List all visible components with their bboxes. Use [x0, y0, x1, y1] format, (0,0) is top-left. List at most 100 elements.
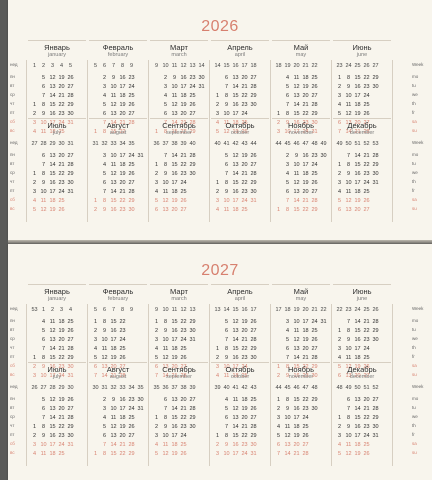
week-number: 51	[354, 141, 361, 147]
week-number: 44	[275, 141, 282, 147]
weekday-label: sa	[412, 197, 417, 202]
week-number: 53	[31, 307, 38, 313]
day-cell: 24	[128, 406, 135, 412]
weekday-labels-left: нед пн вт ср чт пт сб вс	[10, 40, 26, 144]
day-cell: 10	[162, 337, 169, 343]
day-cell: 23	[241, 442, 248, 448]
day-grid: 1 2 3 4 5 6 7 8 9 10 11 12 13 14 15 16 17 18 19 20 21 22 23 24 2…	[333, 319, 391, 383]
day-cell: 16	[354, 84, 361, 90]
week-number: 43	[241, 141, 248, 147]
day-cell: 6	[154, 207, 159, 213]
column-divider	[270, 60, 271, 144]
weekday-label: вт	[10, 327, 15, 332]
day-cell: 3	[215, 451, 220, 457]
day-cell: 7	[337, 129, 342, 135]
day-cell: 3	[285, 319, 290, 325]
week-number: 43	[250, 385, 257, 391]
day-cell: 3	[102, 153, 107, 159]
week-numbers: 36 37 38 39 40	[150, 141, 208, 151]
weekday-label: чт	[10, 345, 15, 350]
day-cell: 12	[162, 355, 169, 361]
day-cell: 1	[93, 451, 98, 457]
week-number: 40	[214, 141, 221, 147]
day-cell: 25	[311, 171, 318, 177]
day-cell: 16	[354, 337, 361, 343]
day-cell: 11	[40, 129, 47, 135]
day-cell: 10	[223, 111, 230, 117]
day-cell: 4	[337, 442, 342, 448]
day-cell: 6	[224, 328, 229, 334]
week-number: 46	[293, 385, 300, 391]
month-name: Сентябрь	[162, 365, 196, 374]
week-number: 32	[110, 385, 117, 391]
day-cell: 26	[189, 102, 196, 108]
day-cell: 15	[110, 129, 117, 135]
weekday-label: we	[412, 92, 418, 97]
week-number: 12	[180, 307, 187, 313]
day-cell: 9	[346, 424, 351, 430]
day-cell: 3	[215, 198, 220, 204]
day-cell: 28	[372, 153, 379, 159]
day-cell: 15	[354, 75, 361, 81]
day-cell: 11	[223, 207, 230, 213]
day-cell: 20	[293, 442, 300, 448]
day-cell: 11	[110, 415, 117, 421]
month-name: Февраль	[102, 43, 134, 52]
week-number: 23	[336, 63, 343, 69]
day-cell: 23	[58, 180, 65, 186]
day-cell: 24	[363, 93, 370, 99]
weekday-labels-right: Week mo tu we th fr sa su	[412, 40, 428, 144]
day-cell: 22	[363, 162, 370, 168]
day-cell: 28	[128, 120, 135, 126]
day-cell: 15	[171, 415, 178, 421]
day-cell: 28	[372, 406, 379, 412]
day-cell: 28	[119, 373, 126, 379]
day-cell: 12	[171, 102, 178, 108]
day-cell: 12	[232, 153, 239, 159]
day-cell: 10	[110, 406, 117, 412]
week-number: 26	[363, 63, 370, 69]
day-cell: 29	[189, 129, 196, 135]
day-cell: 28	[250, 84, 257, 90]
week-number: 4	[59, 63, 64, 69]
day-cell: 8	[163, 415, 168, 421]
day-cell: 17	[119, 153, 126, 159]
day-cell: 2	[215, 442, 220, 448]
day-cell: 18	[110, 346, 117, 352]
day-cell: 22	[241, 433, 248, 439]
day-cell: 5	[337, 111, 342, 117]
column-divider	[331, 138, 332, 222]
day-cell: 20	[110, 364, 117, 370]
week-number: 39	[189, 385, 196, 391]
day-cell: 6	[337, 373, 342, 379]
column-divider	[87, 60, 88, 144]
month-block: Июль july 26 27 28 29 30 1 2 3 4 5 6 7 8 9 10 11 12 13 14 15 1…	[28, 362, 86, 467]
column-divider	[148, 382, 149, 466]
day-cell: 28	[67, 415, 74, 421]
day-cell: 15	[49, 102, 56, 108]
month-name: Апрель	[227, 43, 253, 52]
week-number: 49	[345, 385, 352, 391]
week-label: Week	[412, 306, 424, 311]
day-cell: 16	[119, 397, 126, 403]
day-cell: 23	[241, 355, 248, 361]
week-number: 4	[68, 307, 73, 313]
week-number: 11	[171, 307, 178, 313]
day-cell: 5	[224, 406, 229, 412]
week-number: 31	[67, 141, 74, 147]
day-cell: 6	[93, 364, 98, 370]
day-cell: 7	[285, 102, 290, 108]
weekday-label: ср	[10, 336, 15, 341]
day-cell: 13	[49, 153, 56, 159]
day-cell: 4	[93, 346, 98, 352]
week-number: 24	[354, 307, 361, 313]
week-number: 34	[128, 385, 135, 391]
day-cell: 2	[276, 120, 281, 126]
day-grid: 1 2 3 4 5 6 7 8 9 10 11 12 13 14 15 16 17 18 19 20 21 22 23 24 2…	[150, 397, 208, 461]
weekday-label: пн	[10, 396, 15, 401]
day-cell: 2	[102, 75, 107, 81]
week-number: 9	[129, 307, 134, 313]
day-cell: 19	[302, 180, 309, 186]
month-name-en: august	[109, 374, 127, 380]
week-number: 16	[241, 307, 248, 313]
